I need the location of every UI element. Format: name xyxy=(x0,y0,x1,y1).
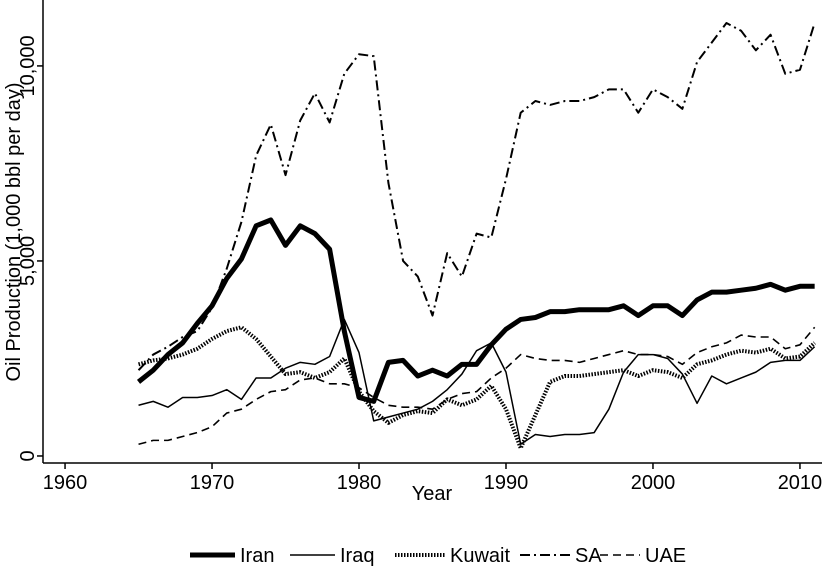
series-line xyxy=(138,318,816,446)
legend-label: Iran xyxy=(240,545,274,567)
legend-label: Iraq xyxy=(340,545,374,567)
series-line xyxy=(136,217,815,404)
y-tick-label: 10,000 xyxy=(17,35,39,96)
x-tick-label: 2000 xyxy=(631,472,676,494)
x-tick-label: 1970 xyxy=(190,472,235,494)
y-tick-label: 5,000 xyxy=(17,236,39,286)
x-tick-label: 1990 xyxy=(484,472,529,494)
legend-label: Kuwait xyxy=(450,545,510,567)
series-line xyxy=(138,325,817,451)
legend-label: UAE xyxy=(645,545,686,567)
x-tick-label: 1980 xyxy=(337,472,382,494)
y-tick-label: 0 xyxy=(17,450,39,461)
x-tick-label: 2010 xyxy=(778,472,823,494)
x-axis-title: Year xyxy=(412,483,453,505)
x-tick-label: 1960 xyxy=(43,472,88,494)
legend-label: SA xyxy=(575,545,602,567)
series-line xyxy=(137,22,816,371)
y-axis-title: Oil Production (1,000 bbl per day) xyxy=(3,82,25,381)
series-line xyxy=(138,326,816,446)
